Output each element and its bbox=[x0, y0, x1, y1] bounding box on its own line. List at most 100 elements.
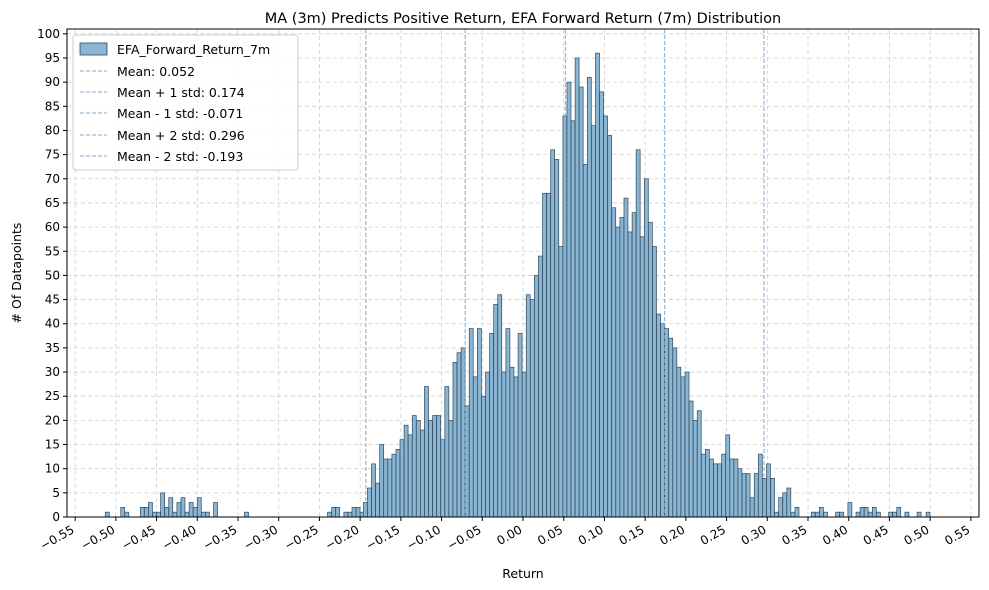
histogram-bar bbox=[757, 453, 763, 518]
histogram-bar bbox=[664, 328, 670, 518]
histogram-bar bbox=[176, 502, 182, 518]
histogram-bar bbox=[737, 468, 743, 518]
histogram-bar bbox=[631, 212, 637, 518]
histogram-bar bbox=[607, 134, 613, 518]
histogram-bar bbox=[104, 511, 110, 518]
histogram-bar bbox=[676, 366, 682, 518]
histogram-bar bbox=[741, 473, 747, 518]
histogram-bar bbox=[558, 246, 564, 518]
histogram-bar bbox=[774, 511, 779, 518]
histogram-bar bbox=[403, 424, 409, 518]
histogram-bar bbox=[538, 255, 543, 518]
legend-label-mean-plus-1-std: Mean + 1 std: 0.174 bbox=[117, 85, 245, 100]
histogram-bar bbox=[546, 192, 551, 518]
y-tick-label: 55 bbox=[45, 244, 60, 258]
histogram-bar bbox=[721, 453, 727, 518]
histogram-bar bbox=[595, 52, 600, 518]
histogram-bar bbox=[407, 434, 413, 518]
histogram-bar bbox=[505, 328, 511, 518]
histogram-bar bbox=[529, 299, 535, 518]
histogram-bar bbox=[379, 444, 385, 518]
histogram-bar bbox=[432, 415, 437, 518]
histogram-bar bbox=[481, 395, 486, 518]
histogram-bar bbox=[635, 149, 641, 518]
histogram-bar bbox=[823, 511, 828, 518]
histogram-bar bbox=[652, 246, 657, 518]
histogram-bar bbox=[351, 506, 357, 518]
histogram-bar bbox=[648, 221, 653, 518]
histogram-bar bbox=[448, 420, 454, 518]
histogram-bar bbox=[331, 506, 336, 518]
histogram-bar bbox=[343, 511, 349, 518]
histogram-bar bbox=[375, 482, 380, 518]
histogram-bar bbox=[847, 502, 853, 518]
histogram-bar bbox=[814, 511, 820, 518]
histogram-bar bbox=[534, 275, 539, 518]
y-tick-label: 5 bbox=[52, 486, 60, 500]
histogram-bar bbox=[452, 362, 458, 518]
histogram-bar bbox=[680, 376, 686, 518]
histogram-bar bbox=[164, 506, 170, 518]
y-tick-label: 85 bbox=[45, 99, 60, 113]
y-tick-label: 80 bbox=[45, 123, 60, 137]
y-tick-label: 45 bbox=[45, 293, 60, 307]
histogram-bar bbox=[395, 449, 401, 518]
legend-item-mean-plus-2-std: Mean + 2 std: 0.296 bbox=[80, 128, 245, 143]
histogram-bar bbox=[627, 231, 633, 518]
histogram-bar bbox=[554, 159, 560, 518]
y-tick-label: 35 bbox=[45, 341, 60, 355]
histogram-bar bbox=[790, 511, 796, 518]
y-axis: 0 5 10 15 20 25 30 35 40 45 50 55 60 65 70 75 80 85 90 95 10… bbox=[37, 27, 67, 524]
histogram-bar bbox=[839, 511, 845, 518]
histogram-bar bbox=[468, 328, 474, 518]
histogram-bar bbox=[493, 304, 499, 518]
histogram-bar bbox=[713, 463, 718, 518]
histogram-bar bbox=[550, 149, 556, 518]
histogram-bar bbox=[819, 506, 824, 518]
legend-label-mean-minus-2-std: Mean - 2 std: -0.193 bbox=[117, 149, 243, 164]
legend-bar-patch bbox=[79, 42, 108, 56]
histogram-bar bbox=[656, 313, 661, 518]
histogram-bar bbox=[591, 125, 596, 518]
histogram-bar bbox=[485, 371, 490, 518]
histogram-bar bbox=[786, 487, 792, 518]
histogram-bar bbox=[855, 511, 861, 518]
x-axis-title: Return bbox=[502, 566, 543, 581]
histogram-bar bbox=[668, 337, 674, 518]
legend-label-histogram: EFA_Forward_Return_7m bbox=[117, 42, 270, 57]
y-tick-label: 100 bbox=[37, 27, 60, 41]
y-tick-label: 60 bbox=[45, 220, 60, 234]
histogram-bar bbox=[144, 506, 149, 518]
legend-item-mean-minus-2-std: Mean - 2 std: -0.193 bbox=[80, 149, 243, 164]
histogram-bar bbox=[766, 463, 771, 518]
histogram-bar bbox=[717, 463, 722, 518]
histogram-bar bbox=[729, 458, 735, 518]
histogram-bar bbox=[391, 453, 397, 518]
histogram-bar bbox=[521, 371, 527, 518]
y-tick-label: 25 bbox=[45, 389, 60, 403]
histogram-bar bbox=[464, 405, 470, 518]
histogram-bar bbox=[574, 57, 580, 518]
histogram-bar bbox=[420, 429, 425, 518]
y-tick-label: 50 bbox=[45, 268, 60, 282]
y-tick-label: 40 bbox=[45, 317, 60, 331]
y-tick-label: 30 bbox=[45, 365, 60, 379]
histogram-bar bbox=[672, 347, 678, 518]
histogram-bar bbox=[639, 236, 645, 518]
histogram-bar bbox=[684, 371, 690, 518]
histogram-bar bbox=[347, 511, 353, 518]
histogram-bar bbox=[578, 86, 584, 518]
histogram-bar bbox=[501, 371, 507, 518]
legend-box bbox=[72, 34, 299, 171]
histogram-bar bbox=[327, 511, 332, 518]
histogram-bar bbox=[749, 497, 755, 518]
histogram-bar bbox=[904, 511, 910, 518]
histogram-bar bbox=[139, 506, 145, 518]
histogram-bar bbox=[688, 400, 694, 518]
histogram-bar bbox=[160, 492, 165, 518]
histogram-bar bbox=[892, 511, 898, 518]
histogram-bar bbox=[428, 420, 433, 518]
histogram-bar bbox=[355, 506, 361, 518]
histogram-bar bbox=[188, 502, 194, 518]
y-tick-label: 75 bbox=[45, 148, 60, 162]
